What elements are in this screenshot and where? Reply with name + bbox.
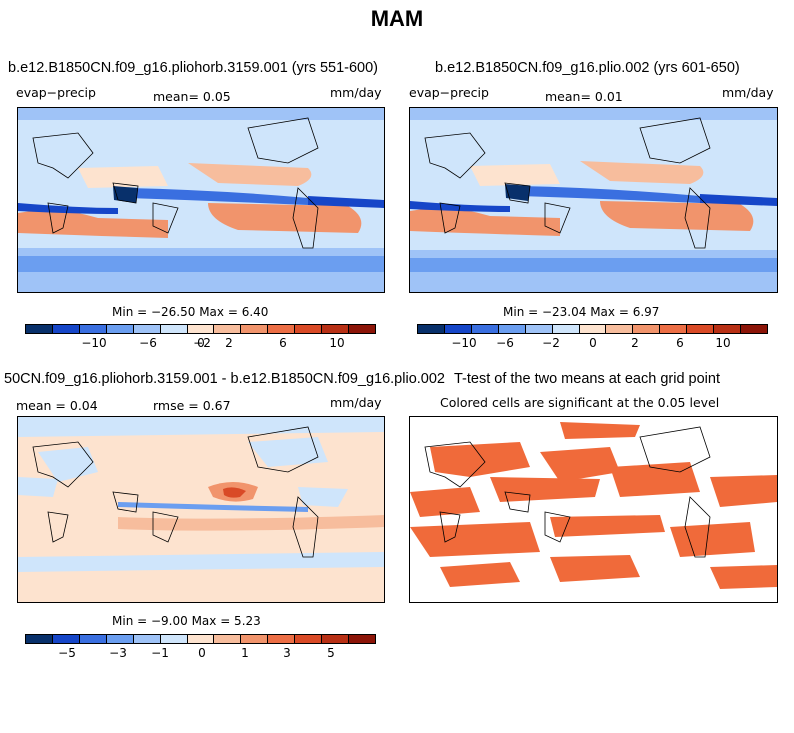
panel1-units-label: mm/day — [330, 85, 382, 100]
colorbar-swatch — [714, 325, 742, 333]
colorbar-swatch — [322, 325, 350, 333]
panel1-mean-label: mean= 0.05 — [153, 89, 231, 104]
colorbar-swatch — [444, 325, 472, 333]
colorbar-swatch — [214, 325, 242, 333]
colorbar-swatch — [606, 325, 634, 333]
panel2-tick: 0 — [589, 336, 597, 350]
panel3-tick: 5 — [327, 646, 335, 660]
panel1-title: b.e12.B1850CN.f09_g16.pliohorb.3159.001 … — [8, 60, 379, 76]
panel3-tick: −5 — [58, 646, 76, 660]
colorbar-swatch — [322, 635, 350, 643]
colorbar-swatch — [79, 635, 107, 643]
panel4-map — [409, 416, 778, 603]
panel4-title: T-test of the two means at each grid poi… — [454, 371, 720, 387]
colorbar-swatch — [295, 325, 323, 333]
panel3-minmax: Min = −9.00 Max = 5.23 — [112, 614, 261, 628]
panel2-minmax: Min = −23.04 Max = 6.97 — [503, 305, 660, 319]
panel2-tick: −2 — [542, 336, 560, 350]
panel2-units-label: mm/day — [722, 85, 774, 100]
colorbar-swatch — [52, 635, 80, 643]
panel1-colorbar — [25, 324, 376, 334]
colorbar-swatch — [741, 325, 767, 333]
panel2-colorbar — [417, 324, 768, 334]
colorbar-swatch — [79, 325, 107, 333]
panel3-mean-label: mean = 0.04 — [16, 398, 98, 413]
colorbar-swatch — [106, 325, 134, 333]
panel3-units-label: mm/day — [330, 395, 382, 410]
colorbar-swatch — [687, 325, 715, 333]
colorbar-swatch — [133, 325, 161, 333]
panel4-subtitle: Colored cells are significant at the 0.0… — [440, 395, 720, 410]
panel2-map — [409, 107, 778, 293]
panel3-tick: 3 — [283, 646, 291, 660]
colorbar-swatch — [26, 325, 53, 333]
panel3-tick: 1 — [241, 646, 249, 660]
colorbar-swatch — [295, 635, 323, 643]
panel3-map-field — [18, 417, 384, 602]
colorbar-swatch — [552, 325, 580, 333]
panel2-tick: 10 — [715, 336, 731, 350]
panel3-colorbar — [25, 634, 376, 644]
colorbar-swatch — [52, 325, 80, 333]
colorbar-swatch — [106, 635, 134, 643]
colorbar-swatch — [498, 325, 526, 333]
panel2-tick: −10 — [451, 336, 477, 350]
colorbar-swatch — [160, 325, 188, 333]
panel1-minmax: Min = −26.50 Max = 6.40 — [112, 305, 269, 319]
colorbar-swatch — [660, 325, 688, 333]
colorbar-swatch — [268, 635, 296, 643]
colorbar-swatch — [471, 325, 499, 333]
panel3-tick: −1 — [151, 646, 169, 660]
colorbar-swatch — [418, 325, 445, 333]
colorbar-swatch — [349, 635, 375, 643]
colorbar-swatch — [579, 325, 607, 333]
colorbar-swatch — [268, 325, 296, 333]
colorbar-swatch — [633, 325, 661, 333]
figure-title: MAM — [370, 6, 424, 31]
panel1-map — [17, 107, 385, 293]
colorbar-swatch — [160, 635, 188, 643]
panel2-tick: 6 — [676, 336, 684, 350]
colorbar-swatch — [241, 635, 269, 643]
colorbar-swatch — [187, 635, 215, 643]
colorbar-swatch — [525, 325, 553, 333]
panel3-tick: 0 — [198, 646, 206, 660]
colorbar-swatch — [241, 325, 269, 333]
panel1-variable-label: evap−precip — [16, 85, 96, 100]
panel1-tick: 2 — [225, 336, 233, 350]
panel2-variable-label: evap−precip — [409, 85, 489, 100]
panel3-map — [17, 416, 385, 603]
panel2-tick: −6 — [496, 336, 514, 350]
panel2-map-field — [410, 108, 777, 292]
panel1-tick: −6 — [139, 336, 157, 350]
colorbar-swatch — [26, 635, 53, 643]
panel1-map-field — [18, 108, 384, 292]
panel2-mean-label: mean= 0.01 — [545, 89, 623, 104]
panel1-tick: 6 — [279, 336, 287, 350]
panel1-tick: −10 — [81, 336, 107, 350]
colorbar-swatch — [133, 635, 161, 643]
panel3-title: 50CN.f09_g16.pliohorb.3159.001 - b.e12.B… — [4, 371, 445, 387]
colorbar-swatch — [214, 635, 242, 643]
colorbar-swatch — [187, 325, 215, 333]
panel4-significance-field — [410, 417, 777, 602]
colorbar-swatch — [349, 325, 375, 333]
panel3-tick: −3 — [109, 646, 127, 660]
panel1-tick: 0 — [197, 336, 205, 350]
panel2-title: b.e12.B1850CN.f09_g16.plio.002 (yrs 601-… — [435, 60, 740, 76]
panel2-tick: 2 — [631, 336, 639, 350]
panel3-rmse-label: rmse = 0.67 — [153, 398, 231, 413]
panel1-tick: 10 — [329, 336, 345, 350]
panel1-tick: −2 — [193, 336, 211, 350]
